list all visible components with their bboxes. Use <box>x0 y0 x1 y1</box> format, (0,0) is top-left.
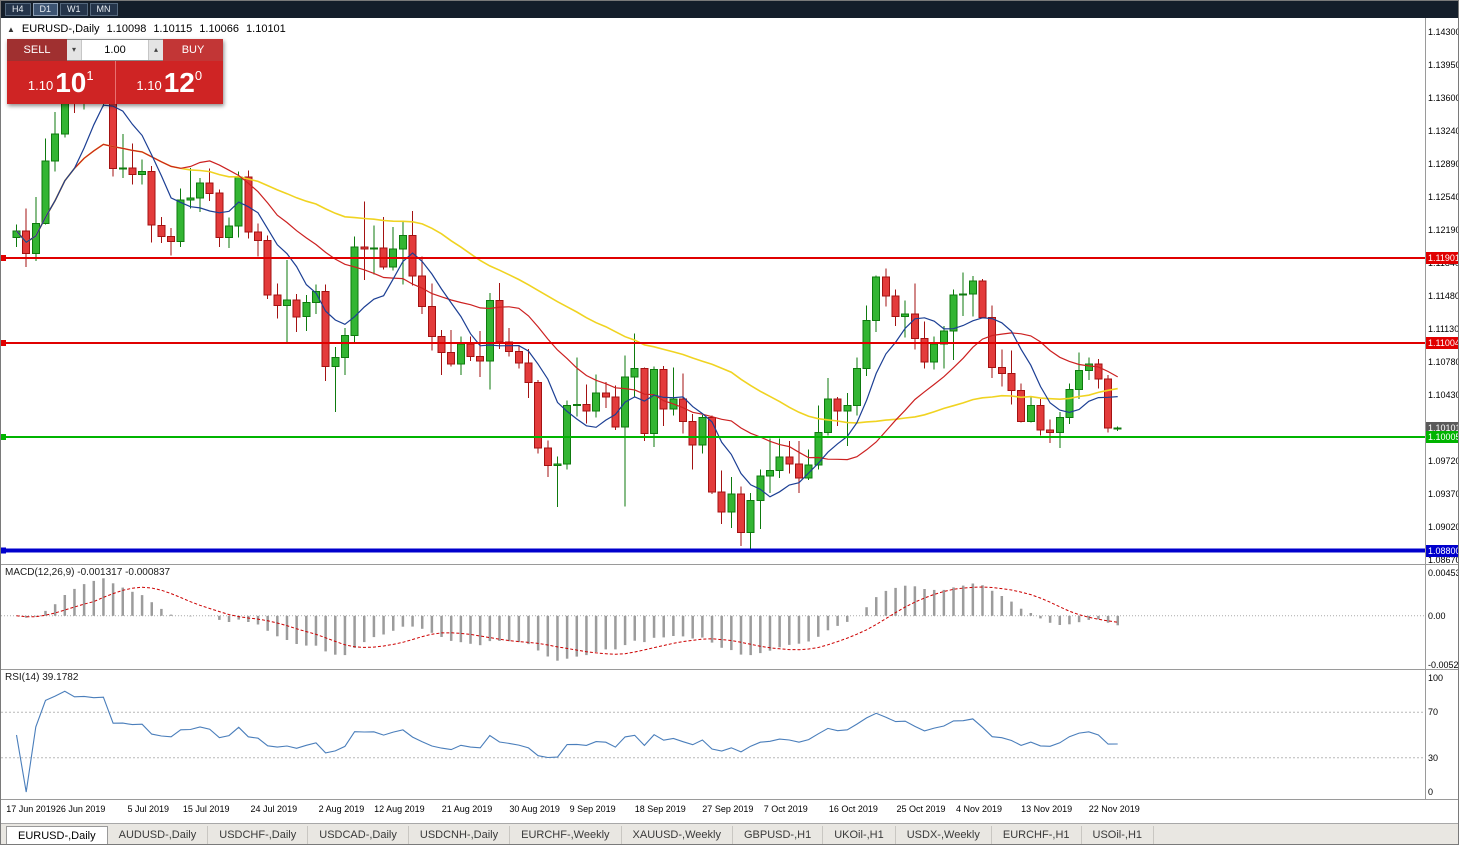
price-tag: 1.08800 <box>1426 545 1459 557</box>
date-axis-label: 30 Aug 2019 <box>509 804 560 814</box>
chart-tab-bar: EURUSD-,Daily AUDUSD-,Daily USDCHF-,Daily U… <box>1 823 1458 844</box>
quote-open: 1.10098 <box>106 23 147 35</box>
chart-tab-audusd-daily[interactable]: AUDUSD-,Daily <box>108 826 209 844</box>
date-axis-label: 13 Nov 2019 <box>1021 804 1073 814</box>
date-axis-label: 4 Nov 2019 <box>955 804 1003 814</box>
date-axis-label: 5 Jul 2019 <box>127 804 170 814</box>
date-axis-label: 24 Jul 2019 <box>250 804 298 814</box>
chart-tab-eurchf-weekly[interactable]: EURCHF-,Weekly <box>510 826 622 844</box>
price-axis-label: 1.10430 <box>1428 390 1459 400</box>
date-axis-label: 2 Aug 2019 <box>318 804 365 814</box>
price-axis-label: 1.12540 <box>1428 192 1459 202</box>
sell-button[interactable]: SELL <box>7 39 67 61</box>
rsi-plot[interactable] <box>1 670 1425 800</box>
price-tag: 1.11901 <box>1426 252 1459 264</box>
timeframe-button-d1[interactable]: D1 <box>32 3 59 16</box>
candlestick-chart[interactable] <box>1 18 1425 564</box>
date-axis-label: 25 Oct 2019 <box>896 804 946 814</box>
macd-plot[interactable] <box>1 565 1425 670</box>
price-axis-label: 1.13600 <box>1428 93 1459 103</box>
date-axis-label: 26 Jun 2019 <box>55 804 106 814</box>
date-axis-label: 9 Sep 2019 <box>569 804 616 814</box>
chart-tab-usdcnh-daily[interactable]: USDCNH-,Daily <box>409 826 511 844</box>
macd-header: MACD(12,26,9) -0.001317 -0.000837 <box>5 567 171 578</box>
buy-price-prefix: 1.10 <box>136 78 162 93</box>
price-tag: 1.10005 <box>1426 431 1459 443</box>
chart-tab-usdcad-daily[interactable]: USDCAD-,Daily <box>308 826 409 844</box>
volume-decrease-button[interactable]: ▾ <box>67 40 82 60</box>
collapse-panel-arrow-icon[interactable]: ▲ <box>7 24 15 34</box>
one-click-trading-panel: SELL ▾ ▴ BUY 1.10 10 1 1.10 12 0 <box>7 39 223 104</box>
timeframe-button-h4[interactable]: H4 <box>5 3 31 16</box>
volume-stepper: ▾ ▴ <box>67 39 163 61</box>
date-axis-label: 18 Sep 2019 <box>634 804 686 814</box>
chart-tab-xauusd-weekly[interactable]: XAUUSD-,Weekly <box>622 826 733 844</box>
chart-tab-eurusd-daily[interactable]: EURUSD-,Daily <box>6 826 108 844</box>
macd-axis-label: 0.004536 <box>1428 568 1458 578</box>
macd-axis-label: 0.00 <box>1428 611 1446 621</box>
buy-price-big: 12 <box>163 66 195 98</box>
price-axis-label: 1.12190 <box>1428 225 1459 235</box>
price-axis-label: 1.10780 <box>1428 357 1459 367</box>
buy-price-display[interactable]: 1.10 12 0 <box>116 61 224 104</box>
price-axis-label: 1.08670 <box>1428 555 1459 565</box>
price-axis-label: 1.14300 <box>1428 27 1459 37</box>
chart-tab-usdx-weekly[interactable]: USDX-,Weekly <box>896 826 992 844</box>
volume-increase-button[interactable]: ▴ <box>148 40 163 60</box>
date-axis-label: 15 Jul 2019 <box>182 804 230 814</box>
main-chart-panel: ▲ EURUSD-,Daily 1.10098 1.10115 1.10066 … <box>1 18 1459 565</box>
macd-axis: 0.004536 0.00 -0.005204 <box>1425 565 1459 670</box>
price-tag: 1.11004 <box>1426 337 1459 349</box>
timeframe-button-mn[interactable]: MN <box>89 3 118 16</box>
rsi-axis-label: 0 <box>1428 787 1434 797</box>
price-axis-label: 1.13950 <box>1428 60 1459 70</box>
date-axis-label: 7 Oct 2019 <box>763 804 808 814</box>
sell-price-display[interactable]: 1.10 10 1 <box>7 61 116 104</box>
date-axis-label: 12 Aug 2019 <box>374 804 425 814</box>
price-axis: 1.14300 1.13950 1.13600 1.13240 1.12890 1.125… <box>1425 18 1459 565</box>
chart-tab-gbpusd-h1[interactable]: GBPUSD-,H1 <box>733 826 824 844</box>
price-axis-label: 1.11130 <box>1428 324 1459 334</box>
price-axis-label: 1.11480 <box>1428 291 1459 301</box>
timeframe-buttons: H4 D1 W1 MN <box>5 3 118 16</box>
sell-price-prefix: 1.10 <box>27 78 54 93</box>
rsi-axis-label: 100 <box>1428 673 1444 683</box>
chart-tab-usoil-h1[interactable]: USOil-,H1 <box>1082 826 1155 844</box>
date-axis-label: 16 Oct 2019 <box>828 804 878 814</box>
sell-price-pip: 1 <box>86 68 94 83</box>
quote-low: 1.10066 <box>199 23 240 35</box>
price-axis-label: 1.13240 <box>1428 126 1459 136</box>
chart-ohlc-line: ▲ EURUSD-,Daily 1.10098 1.10115 1.10066 … <box>7 23 286 35</box>
chart-tab-eurchf-h1[interactable]: EURCHF-,H1 <box>992 826 1082 844</box>
price-axis-label: 1.09020 <box>1428 522 1459 532</box>
sell-price-big: 10 <box>55 66 87 98</box>
date-axis-label: 21 Aug 2019 <box>441 804 493 814</box>
macd-axis-label: -0.005204 <box>1428 660 1459 670</box>
macd-indicator-panel: MACD(12,26,9) -0.001317 -0.000837 0.0045… <box>1 564 1459 670</box>
price-axis-label: 1.09370 <box>1428 489 1459 499</box>
rsi-axis-label: 30 <box>1428 753 1439 763</box>
price-axis-label: 1.09720 <box>1428 456 1459 466</box>
quote-high: 1.10115 <box>153 23 193 35</box>
timeframe-button-w1[interactable]: W1 <box>60 3 88 16</box>
buy-button[interactable]: BUY <box>163 39 223 61</box>
rsi-header: RSI(14) 39.1782 <box>5 672 79 683</box>
chart-tab-usdchf-daily[interactable]: USDCHF-,Daily <box>208 826 309 844</box>
chart-tab-ukoil-h1[interactable]: UKOil-,H1 <box>823 826 896 844</box>
date-axis: 17 Jun 2019 26 Jun 2019 5 Jul 2019 15 Jul 2… <box>1 799 1458 819</box>
volume-input[interactable] <box>82 40 148 60</box>
symbol-name: EURUSD-,Daily <box>21 23 100 35</box>
date-axis-label: 17 Jun 2019 <box>6 804 56 814</box>
rsi-axis: 100 70 30 0 <box>1425 670 1458 799</box>
date-axis-label: 27 Sep 2019 <box>702 804 754 814</box>
timeframe-toolbar: H4 D1 W1 MN <box>1 1 1458 18</box>
buy-price-pip: 0 <box>194 68 203 83</box>
rsi-indicator-panel: RSI(14) 39.1782 100 70 30 0 <box>1 669 1458 799</box>
quote-close: 1.10101 <box>246 23 286 35</box>
price-axis-label: 1.12890 <box>1428 159 1459 169</box>
date-axis-label: 22 Nov 2019 <box>1088 804 1140 814</box>
rsi-axis-label: 70 <box>1428 707 1439 717</box>
